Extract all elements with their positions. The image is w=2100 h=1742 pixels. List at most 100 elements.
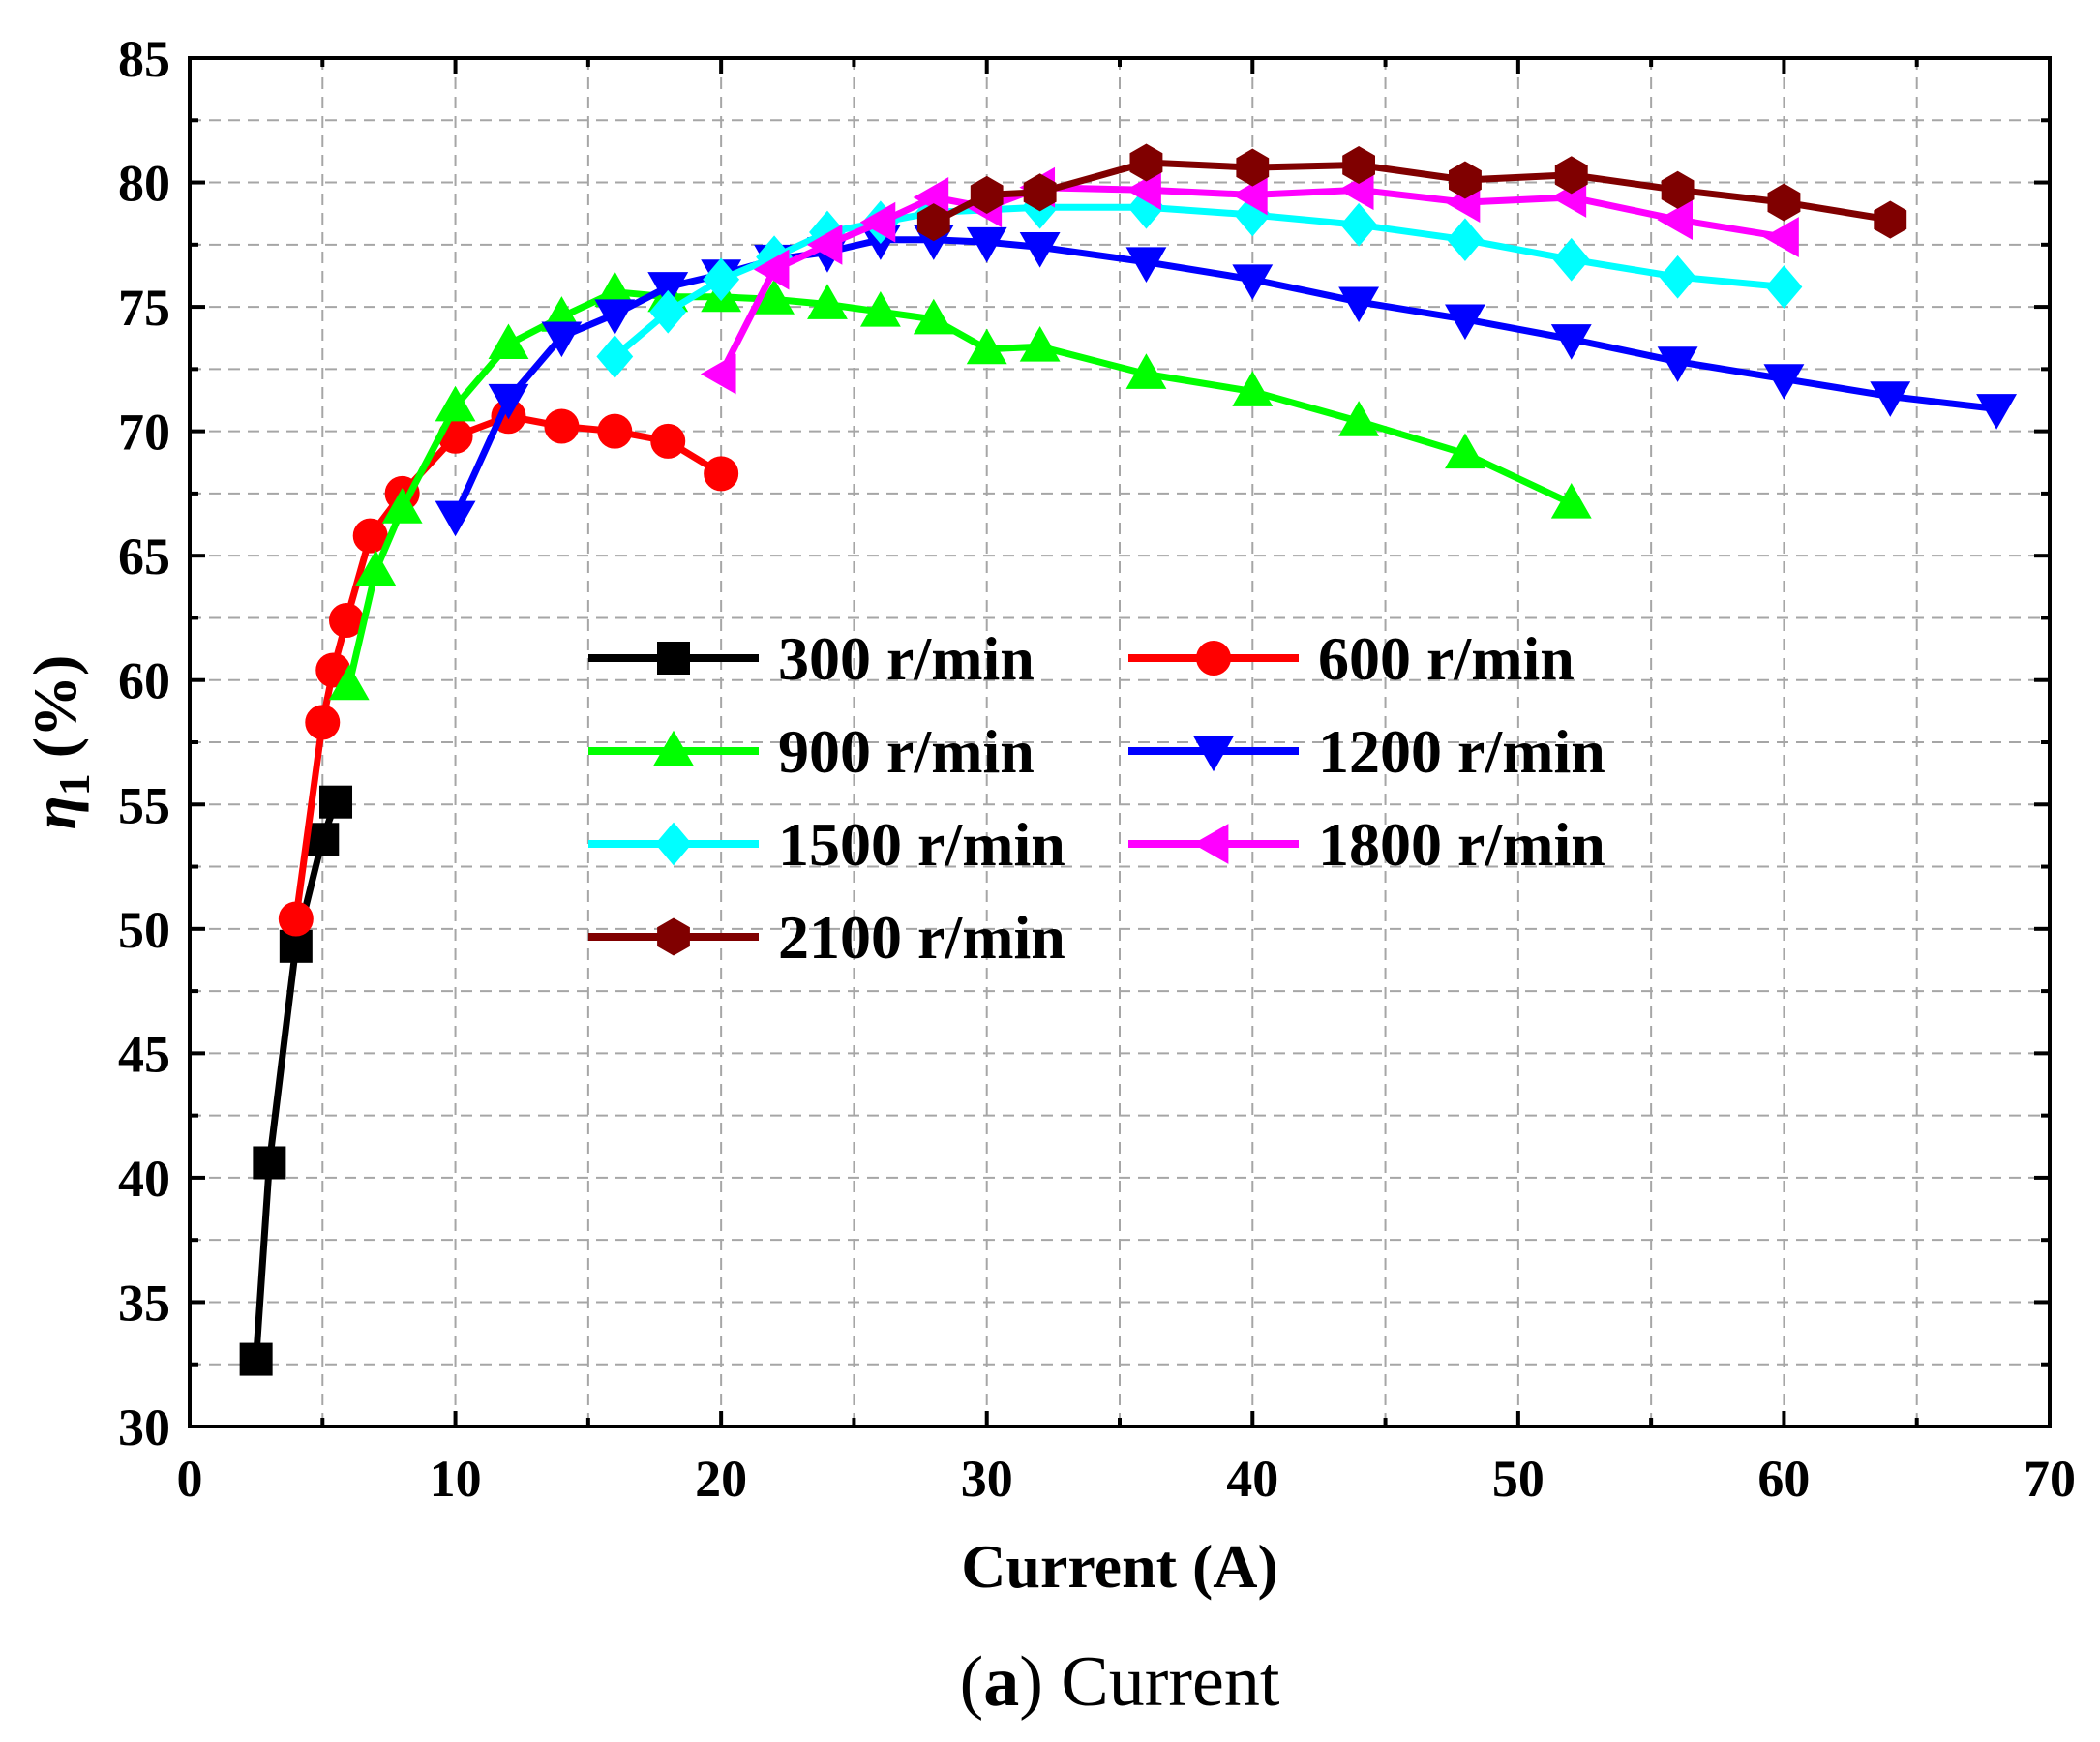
data-point-2100-r-min [1661, 170, 1695, 209]
y-axis-symbol: η [20, 796, 89, 829]
data-point-1800-r-min [1232, 174, 1268, 216]
data-point-2100-r-min [916, 203, 950, 242]
series-300-r-min [239, 785, 353, 1376]
data-point-2100-r-min [1236, 148, 1270, 187]
y-axis-subscript: 1 [49, 773, 99, 796]
series-900-r-min [328, 271, 1592, 701]
y-axis-title: η1 (%) [20, 655, 99, 830]
data-point-1500-r-min [1447, 218, 1484, 262]
legend-swatch-marker [1193, 736, 1234, 772]
figure-caption: (a) Current [960, 1642, 1280, 1722]
data-point-1800-r-min [1125, 169, 1161, 211]
data-point-1200-r-min [435, 500, 476, 537]
legend-label: 600 r/min [1318, 624, 1575, 693]
data-point-300-r-min [253, 1146, 286, 1180]
y-tick-label: 70 [118, 404, 170, 462]
data-point-2100-r-min [1449, 161, 1482, 199]
x-axis-title: Current (A) [961, 1532, 1278, 1601]
legend-item-1800-r-min: 1800 r/min [1128, 810, 1605, 879]
data-point-1200-r-min [1763, 364, 1805, 400]
data-point-900-r-min [435, 385, 476, 422]
data-point-900-r-min [859, 291, 901, 327]
data-point-1200-r-min [1976, 394, 2018, 430]
data-point-1200-r-min [1445, 304, 1485, 341]
y-tick-label: 80 [118, 155, 170, 213]
data-point-1200-r-min [594, 299, 636, 336]
data-point-900-r-min [966, 328, 1007, 365]
y-tick-label: 65 [118, 527, 170, 586]
data-point-1500-r-min [596, 335, 634, 378]
data-point-2100-r-min [1023, 173, 1057, 212]
data-point-600-r-min [305, 705, 341, 740]
data-point-600-r-min [704, 456, 739, 492]
legend-item-900-r-min: 900 r/min [588, 717, 1035, 786]
x-tick-label: 40 [1226, 1450, 1278, 1508]
series-layer [239, 143, 2018, 1376]
data-point-2100-r-min [970, 175, 1004, 214]
legend-item-2100-r-min: 2100 r/min [588, 903, 1065, 972]
caption-letter: a [983, 1642, 1019, 1722]
data-point-600-r-min [597, 413, 633, 449]
data-point-600-r-min [278, 901, 314, 937]
data-point-1200-r-min [966, 226, 1007, 263]
data-point-1800-r-min [1657, 199, 1693, 241]
data-point-1200-r-min [1550, 324, 1592, 360]
data-point-1500-r-min [703, 257, 740, 302]
data-point-900-r-min [1550, 482, 1592, 519]
data-point-900-r-min [754, 279, 795, 315]
data-point-1800-r-min [806, 224, 843, 265]
data-point-1500-r-min [1552, 237, 1590, 282]
y-tick-label: 35 [118, 1274, 170, 1332]
y-tick-labels: 30 35 40 45 50 55 60 65 70 75 80 85 [118, 30, 170, 1457]
data-point-1200-r-min [1870, 381, 1911, 417]
x-tick-labels: 0 10 20 30 40 50 60 70 [177, 1450, 2077, 1508]
y-tick-label: 75 [118, 279, 170, 337]
data-point-1200-r-min [1657, 346, 1698, 382]
legend-item-1200-r-min: 1200 r/min [1128, 717, 1605, 786]
data-point-900-r-min [807, 284, 848, 319]
data-point-1500-r-min [1340, 202, 1378, 247]
data-point-600-r-min [352, 518, 388, 554]
legend-label: 300 r/min [778, 624, 1035, 693]
data-point-300-r-min [306, 823, 340, 856]
series-line-1200-r-min [452, 236, 2000, 520]
legend-swatch-marker [653, 730, 694, 766]
y-tick-label: 50 [118, 901, 170, 959]
data-point-1200-r-min [1019, 231, 1061, 268]
data-point-300-r-min [239, 1342, 273, 1376]
data-point-1200-r-min [647, 272, 689, 308]
data-point-2100-r-min [1554, 156, 1588, 195]
legend-label: 2100 r/min [778, 903, 1065, 972]
data-point-2100-r-min [1342, 145, 1375, 185]
series-line-1500-r-min [611, 203, 1787, 360]
y-tick-label: 40 [118, 1150, 170, 1208]
data-point-1800-r-min [859, 201, 896, 243]
legend-swatch-marker [1192, 824, 1229, 864]
data-point-900-r-min [381, 488, 423, 524]
legend-item-1500-r-min: 1500 r/min [588, 810, 1065, 879]
legend-swatch-marker [657, 917, 690, 956]
legend-swatch-marker [655, 822, 692, 866]
legend-label: 1800 r/min [1318, 810, 1605, 879]
data-point-900-r-min [1125, 353, 1167, 389]
data-point-1200-r-min [488, 383, 529, 420]
data-point-900-r-min [1232, 371, 1274, 406]
series-line-2100-r-min [930, 159, 1894, 226]
y-tick-label: 45 [118, 1025, 170, 1083]
data-point-1800-r-min [753, 249, 790, 290]
legend: 300 r/min 600 r/min 900 r/min 1200 r/min 150… [588, 624, 1605, 972]
series-line-900-r-min [345, 288, 1575, 689]
series-line-300-r-min [253, 798, 340, 1364]
data-point-1500-r-min [649, 289, 687, 334]
legend-swatch-marker [657, 642, 690, 675]
legend-item-300-r-min: 300 r/min [588, 624, 1035, 693]
series-2100-r-min [916, 143, 1907, 242]
data-point-2100-r-min [1767, 183, 1801, 222]
ticks [188, 56, 2052, 1428]
data-point-2100-r-min [1874, 200, 1907, 239]
y-tick-label: 85 [118, 30, 170, 88]
x-tick-label: 50 [1492, 1450, 1545, 1508]
legend-label: 1200 r/min [1318, 717, 1605, 786]
